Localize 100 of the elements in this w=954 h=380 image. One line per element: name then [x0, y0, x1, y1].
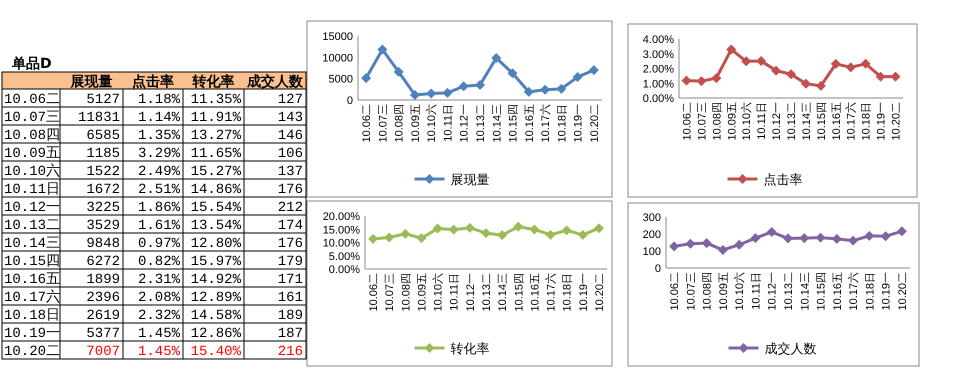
text: 3.29% — [138, 146, 180, 162]
x-tick-label: 10.15四 — [816, 102, 828, 141]
x-tick-label: 10.15四 — [508, 104, 520, 143]
x-tick-label: 10.17六 — [847, 272, 860, 311]
text: 5127 — [86, 92, 120, 108]
text: 2619 — [86, 308, 120, 324]
text: 15.27% — [190, 164, 241, 180]
point — [896, 226, 907, 236]
x-tick-label: 10.15四 — [816, 272, 828, 311]
text: 176 — [278, 236, 303, 252]
y-tick-label: 20.00% — [322, 211, 360, 223]
point — [860, 58, 871, 69]
point — [681, 76, 692, 86]
text: 171 — [278, 272, 303, 288]
text: 106 — [278, 146, 303, 162]
x-tick-label: 10.16五 — [524, 104, 536, 143]
point — [783, 233, 793, 244]
x-tick-label: 10.18日 — [556, 104, 568, 143]
text: 0.82% — [138, 254, 180, 270]
text: 6272 — [86, 254, 120, 270]
x-tick-label: 10.20二 — [594, 273, 606, 312]
point — [508, 68, 518, 78]
y-tick-label: 10.11日 — [4, 182, 60, 198]
point — [864, 230, 874, 241]
y-tick-label: 10.13二 — [4, 218, 60, 234]
point — [816, 232, 826, 243]
y-tick-label: 4.00% — [642, 34, 674, 46]
x-tick-label: 10.18日 — [864, 272, 876, 311]
x-tick-label: 10.14三 — [491, 104, 504, 143]
x-tick-label: 10.14三 — [497, 273, 510, 312]
text: 14.58% — [190, 308, 241, 324]
x-tick-label: 10.13二 — [783, 272, 795, 311]
x-tick-label: 10.20二 — [890, 102, 903, 141]
text: 1522 — [86, 164, 120, 180]
text: 2.32% — [138, 308, 180, 324]
x-tick-label: 10.07三 — [377, 104, 390, 143]
text: 11831 — [78, 110, 120, 126]
x-tick-label: 10.20二 — [896, 272, 909, 311]
x-tick-label: 10.16五 — [529, 273, 542, 312]
point — [464, 222, 475, 233]
point — [734, 240, 744, 250]
text: 137 — [278, 164, 303, 180]
x-tick-label: 10.16五 — [830, 102, 843, 141]
point — [394, 66, 404, 77]
point — [786, 69, 796, 80]
text: 1.45% — [138, 344, 180, 360]
text: 9848 — [86, 236, 120, 252]
text: 3225 — [86, 200, 120, 216]
text: 146 — [278, 128, 303, 144]
point — [800, 78, 811, 89]
point — [766, 226, 777, 237]
point — [432, 224, 443, 234]
y-tick-label: 10.09五 — [4, 146, 60, 162]
text: 1.35% — [138, 128, 180, 144]
text: 12.80% — [190, 236, 241, 252]
point — [685, 238, 696, 249]
point — [546, 230, 556, 240]
point — [771, 66, 782, 76]
x-tick-label: 10.12一 — [766, 272, 779, 311]
y-tick-label: 10.15四 — [4, 254, 60, 270]
point — [361, 73, 372, 84]
x-tick-label: 10.19一 — [572, 104, 585, 143]
y-tick-label: 200 — [642, 229, 661, 241]
text: 11.91% — [190, 110, 241, 126]
x-tick-label: 10.11日 — [750, 272, 762, 310]
text: 15.54% — [190, 200, 241, 216]
x-tick-label: 10.12一 — [464, 273, 477, 312]
x-tick-label: 10.11日 — [442, 104, 454, 142]
text: 2.51% — [138, 182, 180, 198]
y-tick-label: 10.14三 — [4, 236, 60, 252]
x-tick-label: 10.08四 — [702, 272, 714, 311]
text: 1.18% — [138, 92, 180, 108]
x-tick-label: 10.13二 — [475, 104, 487, 143]
x-tick-label: 10.19一 — [880, 272, 893, 311]
text: 1672 — [86, 182, 120, 198]
point — [832, 234, 842, 244]
text: 15.40% — [190, 344, 241, 360]
x-tick-label: 展现量 — [70, 74, 112, 90]
text: 2.08% — [138, 290, 180, 306]
point — [848, 236, 858, 246]
point — [830, 58, 841, 69]
chart-title: 单品D — [11, 56, 52, 72]
y-tick-label: 10.18日 — [4, 308, 60, 324]
text: 1185 — [86, 146, 120, 162]
point — [876, 72, 886, 82]
text: 12.89% — [190, 290, 241, 306]
y-tick-label: 10.06二 — [4, 92, 60, 108]
x-tick-label: 10.15四 — [513, 273, 526, 312]
point — [529, 224, 540, 234]
text: 1899 — [86, 272, 120, 288]
point — [718, 244, 728, 255]
text: 3529 — [86, 218, 120, 234]
point — [756, 56, 766, 66]
x-tick-label: 10.17六 — [539, 104, 552, 143]
text: 179 — [278, 254, 303, 270]
x-tick-label: 10.18日 — [860, 102, 873, 141]
y-tick-label: 300 — [642, 212, 661, 224]
text: 189 — [278, 308, 303, 324]
text: 13.27% — [190, 128, 241, 144]
text: 7007 — [86, 344, 120, 360]
